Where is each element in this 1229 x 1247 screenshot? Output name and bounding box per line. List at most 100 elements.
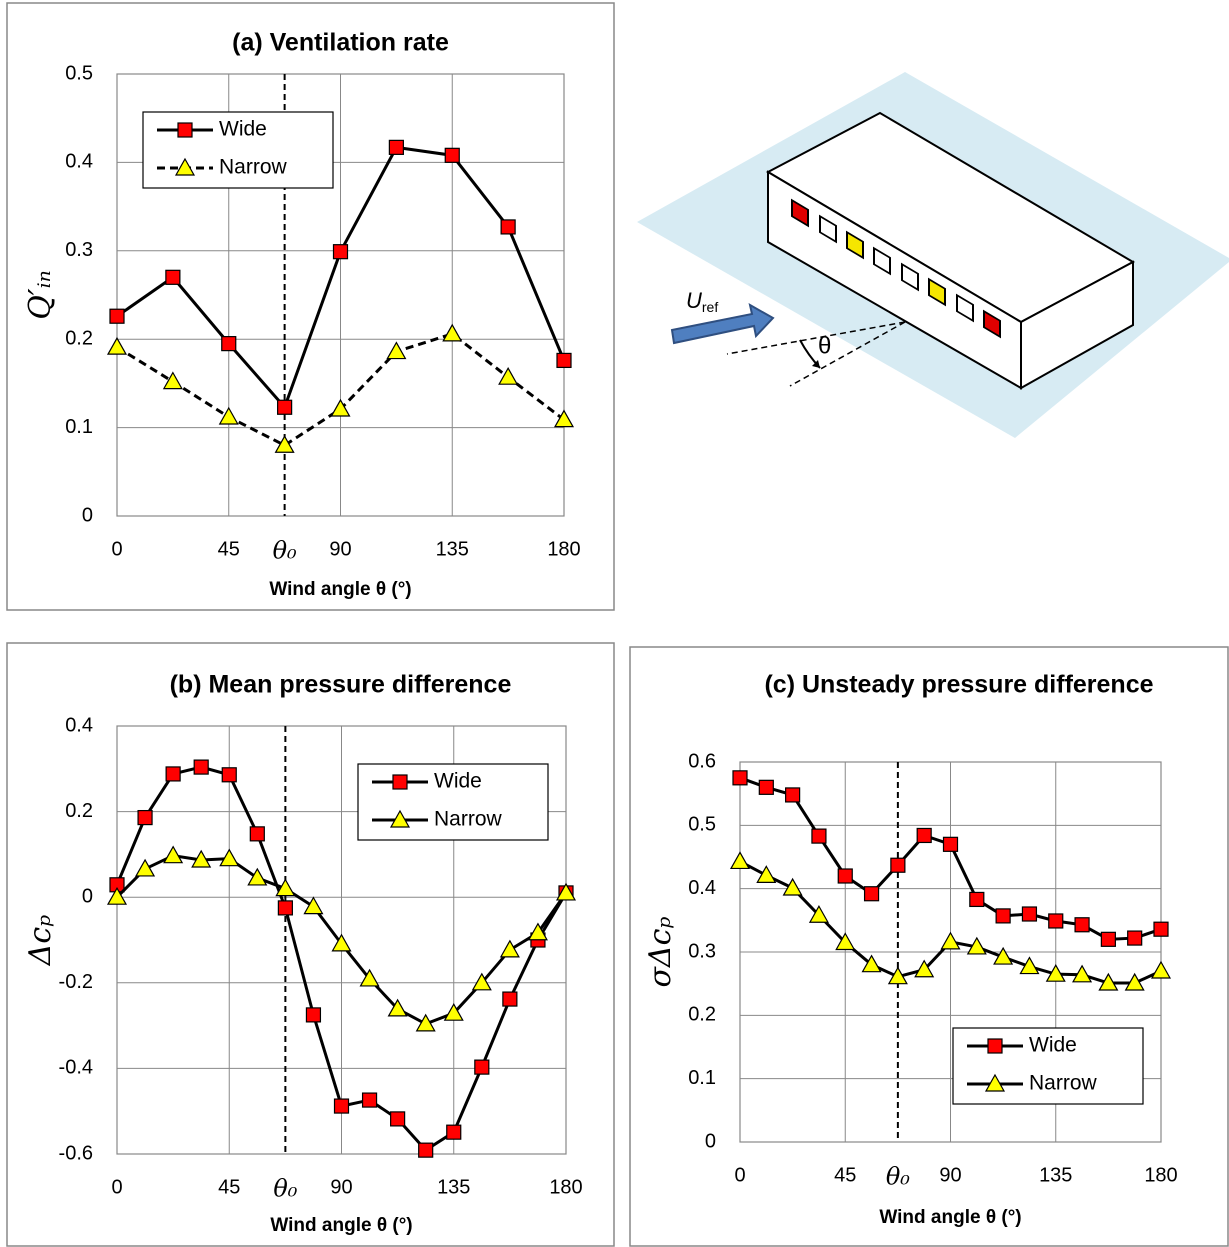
marker bbox=[1021, 906, 1038, 922]
marker bbox=[556, 352, 572, 369]
y-tick-label: 0.2 bbox=[65, 800, 93, 822]
windows bbox=[791, 198, 1001, 339]
window bbox=[791, 198, 809, 228]
marker bbox=[811, 828, 827, 844]
marker bbox=[890, 857, 906, 873]
marker bbox=[135, 858, 156, 877]
x-tick-label: 180 bbox=[1144, 1164, 1177, 1186]
chart-frame bbox=[6, 642, 615, 1247]
marker bbox=[916, 827, 932, 844]
marker bbox=[835, 932, 856, 951]
marker bbox=[221, 767, 237, 783]
marker bbox=[332, 244, 349, 260]
legend-marker bbox=[177, 122, 193, 138]
window bbox=[983, 309, 1001, 339]
x-tick-label: 90 bbox=[329, 538, 351, 560]
marker bbox=[808, 905, 829, 923]
window bbox=[873, 246, 891, 276]
marker bbox=[1150, 960, 1172, 979]
legend-label: Wide bbox=[1029, 1034, 1077, 1057]
y-tick-label: 0.6 bbox=[688, 750, 716, 772]
marker bbox=[1048, 913, 1064, 929]
plot-area bbox=[116, 73, 565, 517]
y-tick-label: 0.5 bbox=[65, 62, 93, 84]
marker bbox=[969, 891, 985, 908]
marker bbox=[1124, 972, 1145, 991]
marker bbox=[387, 998, 408, 1017]
marker bbox=[782, 877, 803, 896]
chart-frame bbox=[629, 646, 1229, 1247]
marker bbox=[966, 936, 987, 955]
chart-title: (c) Unsteady pressure difference bbox=[764, 671, 1153, 699]
y-axis-label: Δcₚ bbox=[23, 915, 58, 966]
marker bbox=[474, 1059, 490, 1075]
marker bbox=[499, 939, 520, 958]
marker bbox=[249, 826, 265, 842]
legend-box bbox=[357, 763, 549, 841]
legend-label: Narrow bbox=[219, 156, 288, 179]
chart: (b) Mean pressure difference -0.6 -0.4 -0.2… bbox=[6, 642, 615, 1247]
legend-label: Wide bbox=[219, 118, 267, 141]
marker bbox=[219, 848, 240, 867]
marker bbox=[940, 931, 961, 950]
marker bbox=[785, 787, 801, 803]
marker bbox=[1100, 931, 1116, 947]
chart-title: (b) Mean pressure difference bbox=[170, 671, 512, 699]
window bbox=[956, 293, 974, 323]
y-tick-label: 0.3 bbox=[65, 239, 93, 261]
y-tick-label: -0.4 bbox=[59, 1057, 93, 1079]
marker bbox=[331, 933, 352, 952]
wind-arrow bbox=[670, 303, 775, 345]
marker bbox=[527, 922, 548, 941]
marker bbox=[471, 972, 492, 991]
marker bbox=[274, 435, 295, 453]
marker bbox=[1072, 964, 1093, 983]
angle-arrowhead bbox=[812, 360, 820, 368]
legend-label: Narrow bbox=[1029, 1072, 1098, 1095]
marker bbox=[193, 759, 209, 775]
marker bbox=[333, 1098, 350, 1114]
plot-area bbox=[739, 761, 1162, 1143]
marker bbox=[165, 766, 181, 782]
legend-box bbox=[142, 111, 334, 189]
marker bbox=[1074, 917, 1090, 933]
legend-marker bbox=[984, 1073, 1006, 1092]
marker bbox=[1045, 963, 1066, 982]
marker bbox=[106, 886, 128, 905]
marker bbox=[942, 836, 959, 852]
marker bbox=[446, 1124, 462, 1140]
marker bbox=[732, 770, 748, 786]
marker bbox=[359, 968, 380, 987]
marker bbox=[277, 900, 293, 916]
marker bbox=[275, 878, 296, 897]
legend-box bbox=[952, 1027, 1144, 1105]
marker bbox=[162, 371, 183, 390]
marker bbox=[386, 341, 407, 360]
x-tick-label: 180 bbox=[547, 538, 580, 560]
marker bbox=[993, 946, 1014, 965]
marker bbox=[1127, 930, 1143, 946]
x-tick-label: 135 bbox=[436, 538, 469, 560]
x-axis-label: Wind angle θ (°) bbox=[879, 1207, 1021, 1228]
x-tick-label: 180 bbox=[549, 1176, 582, 1198]
marker bbox=[729, 851, 751, 870]
marker bbox=[1153, 921, 1169, 937]
marker bbox=[837, 868, 853, 884]
marker bbox=[498, 366, 519, 385]
chart: (c) Unsteady pressure difference 0 0.1 0.2 0… bbox=[629, 646, 1229, 1247]
legend-label: Wide bbox=[434, 770, 482, 793]
marker bbox=[165, 269, 181, 285]
y-axis-label: Q′ᵢₙ bbox=[23, 270, 58, 320]
x-tick-label: 45 bbox=[834, 1164, 856, 1186]
marker bbox=[415, 1013, 436, 1032]
x-tick-label: 45 bbox=[218, 538, 240, 560]
wind-label: Uref bbox=[686, 288, 718, 315]
marker bbox=[1098, 972, 1119, 991]
marker bbox=[555, 882, 577, 901]
reference-direction bbox=[726, 321, 906, 355]
x-tick-label: 90 bbox=[330, 1176, 352, 1198]
chart-frame bbox=[6, 2, 615, 611]
legend-marker bbox=[392, 774, 408, 790]
marker bbox=[758, 779, 774, 795]
marker bbox=[887, 966, 908, 985]
